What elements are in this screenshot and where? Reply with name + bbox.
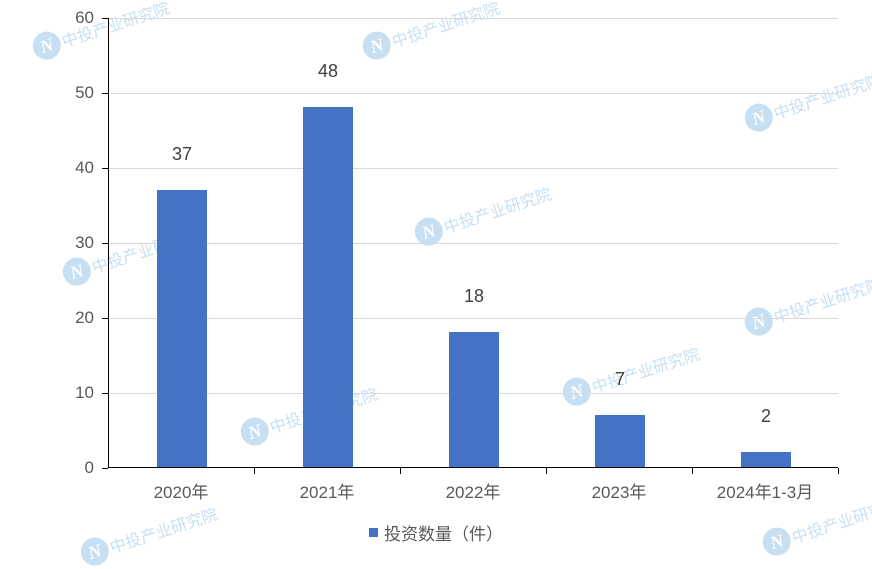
x-tick-label: 2022年 — [446, 478, 501, 503]
y-tick-label: 30 — [0, 233, 94, 253]
bar-value-label: 48 — [318, 61, 338, 82]
bar-chart: N中投产业研究院N中投产业研究院N中投产业研究院N中投产业研究院N中投产业研究院… — [0, 0, 872, 564]
gridline — [109, 93, 838, 94]
y-tick-mark — [102, 468, 108, 469]
x-tick-label: 2023年 — [592, 478, 647, 503]
x-tick-label: 2020年 — [154, 478, 209, 503]
y-tick-label: 20 — [0, 308, 94, 328]
bar — [595, 415, 645, 468]
y-tick-label: 0 — [0, 458, 94, 478]
y-tick-mark — [102, 168, 108, 169]
x-tick-label: 2021年 — [300, 478, 355, 503]
y-tick-mark — [102, 243, 108, 244]
y-tick-label: 10 — [0, 383, 94, 403]
zhongtou-logo-icon: N — [59, 254, 94, 289]
bar — [157, 190, 207, 468]
y-tick-label: 50 — [0, 83, 94, 103]
bar-value-label: 7 — [615, 369, 625, 390]
legend-swatch-icon — [369, 528, 378, 537]
zhongtou-logo-icon: N — [29, 28, 64, 63]
y-tick-mark — [102, 393, 108, 394]
bar-value-label: 18 — [464, 286, 484, 307]
legend: 投资数量（件） — [0, 520, 872, 545]
bar-value-label: 2 — [761, 406, 771, 427]
y-tick-mark — [102, 93, 108, 94]
bar — [303, 107, 353, 467]
bar — [741, 452, 791, 467]
gridline — [109, 318, 838, 319]
x-tick-mark — [838, 468, 839, 474]
y-tick-mark — [102, 18, 108, 19]
x-tick-mark — [692, 468, 693, 474]
legend-item: 投资数量（件） — [369, 520, 503, 545]
x-tick-mark — [546, 468, 547, 474]
bar-value-label: 37 — [172, 144, 192, 165]
y-tick-label: 60 — [0, 8, 94, 28]
gridline — [109, 243, 838, 244]
x-tick-label: 2024年1-3月 — [717, 478, 813, 503]
x-tick-mark — [400, 468, 401, 474]
gridline — [109, 168, 838, 169]
plot-area: 37 48 18 7 2 — [108, 18, 838, 468]
legend-label: 投资数量（件） — [384, 520, 503, 545]
gridline — [109, 18, 838, 19]
y-tick-mark — [102, 318, 108, 319]
x-tick-mark — [254, 468, 255, 474]
bar — [449, 332, 499, 467]
y-tick-label: 40 — [0, 158, 94, 178]
